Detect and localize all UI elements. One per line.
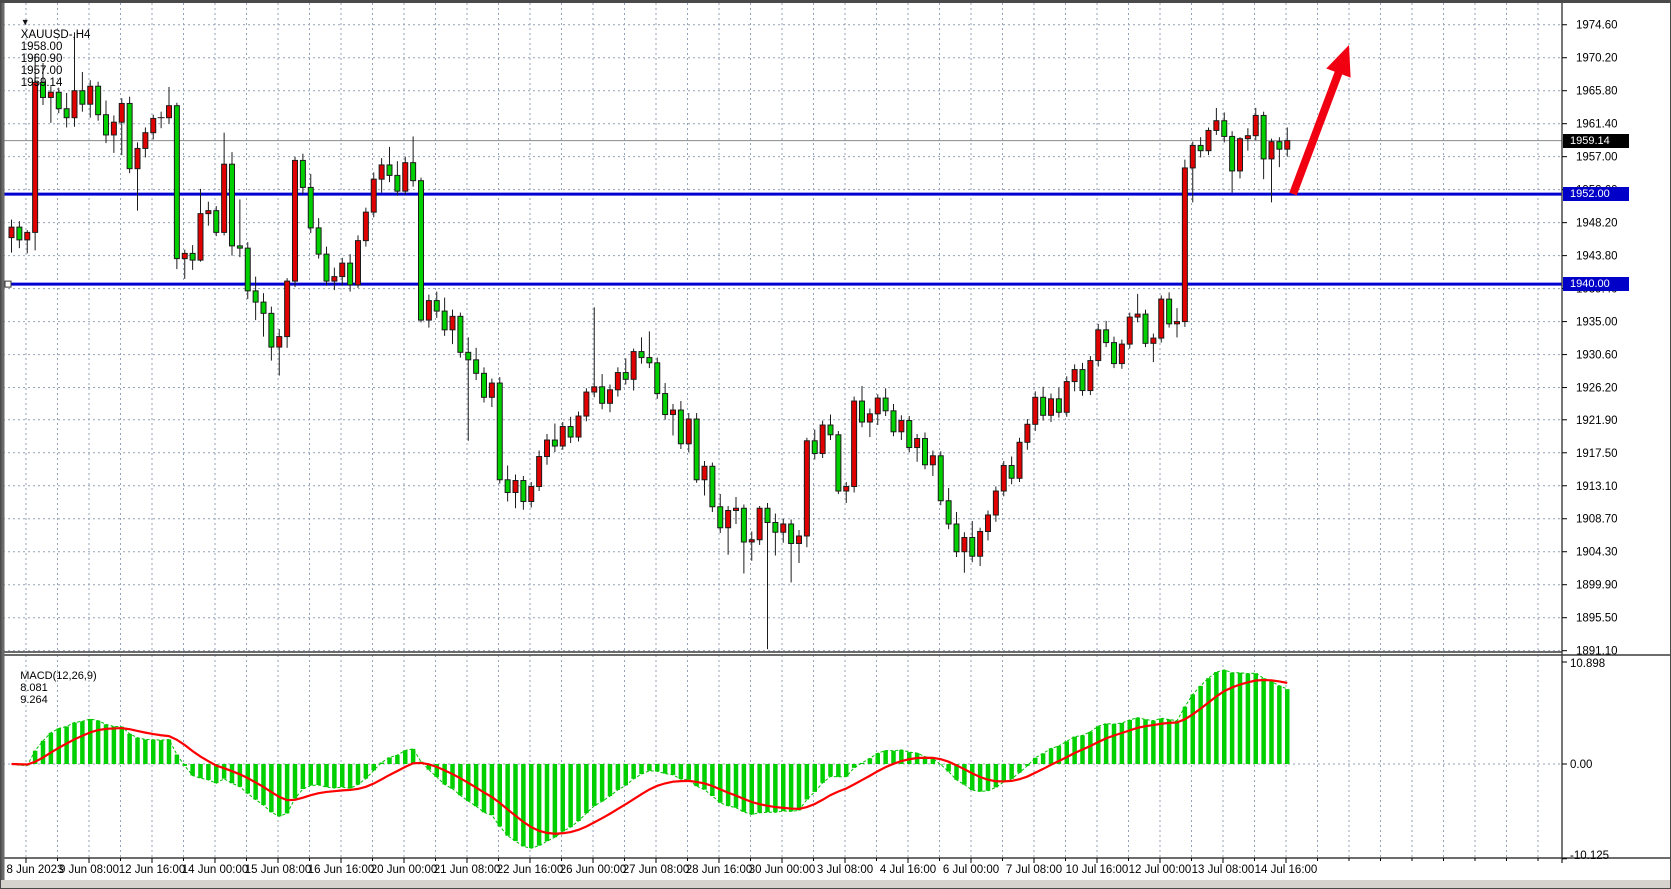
price-axis-label: 1921.90	[1576, 415, 1618, 427]
time-axis-label: 28 Jun 16:00	[686, 864, 753, 876]
price-axis-label: 1899.90	[1576, 580, 1618, 592]
time-axis-label: 13 Jul 08:00	[1192, 864, 1255, 876]
time-axis-label: 12 Jun 16:00	[119, 864, 186, 876]
price-axis-label: 1895.50	[1576, 613, 1618, 625]
level-line-handle[interactable]	[4, 280, 12, 288]
grid-layer	[3, 3, 1562, 858]
price-axis-label: 1913.10	[1576, 481, 1618, 493]
time-axis-label: 14 Jun 00:00	[182, 864, 249, 876]
price-axis-label: 1926.20	[1576, 383, 1618, 395]
price-axis-label: 1974.60	[1576, 20, 1618, 32]
price-axis-label: 1891.10	[1576, 646, 1618, 658]
ohlc-high: 1960.90	[20, 53, 63, 65]
price-axis-label: 1965.80	[1576, 86, 1618, 98]
ohlc-open: 1958.00	[20, 41, 63, 53]
ohlc-close: 1959.14	[20, 77, 63, 89]
time-axis-label: 21 Jun 08:00	[434, 864, 501, 876]
current-price-badge: 1959.14	[1563, 134, 1629, 148]
macd-axis-label: 0.00	[1570, 759, 1592, 771]
macd-axis: 10.898 0.00 -10.125	[1562, 658, 1609, 862]
macd-signal-line	[11, 678, 1288, 835]
time-axis-label: 30 Jun 00:00	[749, 864, 816, 876]
time-axis-label: 6 Jul 00:00	[943, 864, 999, 876]
ohlc-low: 1957.00	[20, 65, 63, 77]
macd-signal-value: 9.264	[20, 694, 48, 706]
macd-value: 8.081	[20, 682, 48, 694]
support-resistance-lines	[3, 192, 1562, 288]
time-axis-label: 16 Jun 16:00	[308, 864, 375, 876]
window-bottom-edge	[1, 880, 1670, 888]
macd-layer	[11, 669, 1290, 849]
price-axis-label: 1948.20	[1576, 218, 1618, 230]
symbol-period-label: XAUUSD-,H4	[20, 29, 91, 41]
price-axis-label: 1943.80	[1576, 251, 1618, 263]
time-axis-label: 14 Jul 16:00	[1255, 864, 1318, 876]
price-axis-label: 1970.20	[1576, 53, 1618, 65]
time-axis-label: 26 Jun 00:00	[560, 864, 627, 876]
time-axis-label: 4 Jul 16:00	[880, 864, 936, 876]
time-axis-label: 10 Jul 16:00	[1066, 864, 1129, 876]
macd-indicator-name: MACD(12,26,9)	[20, 670, 97, 682]
price-axis-label: 1961.40	[1576, 119, 1618, 131]
symbol-dropdown-icon[interactable]: ▼	[20, 17, 30, 27]
macd-axis-label: 10.898	[1570, 658, 1605, 670]
time-axis-label: 15 Jun 08:00	[245, 864, 312, 876]
price-axis-label: 1935.00	[1576, 317, 1618, 329]
price-axis-label: 1957.00	[1576, 152, 1618, 164]
time-axis-label: 12 Jul 00:00	[1129, 864, 1192, 876]
arrow-annotation	[1289, 45, 1351, 196]
price-axis-label: 1917.50	[1576, 448, 1618, 460]
time-axis-label: 22 Jun 16:00	[497, 864, 564, 876]
macd-axis-label: -10.125	[1570, 850, 1609, 862]
level-badge-1952[interactable]: 1952.00	[1563, 187, 1629, 201]
time-axis-label: 8 Jun 2023	[7, 864, 64, 876]
time-axis-label: 20 Jun 00:00	[371, 864, 438, 876]
level-badge-1940[interactable]: 1940.00	[1563, 277, 1629, 291]
price-axis-label: 1908.70	[1576, 514, 1618, 526]
price-axis-label: 1904.30	[1576, 547, 1618, 559]
time-axis-label: 27 Jun 08:00	[623, 864, 690, 876]
candles-layer	[8, 32, 1291, 650]
macd-indicator-header: MACD(12,26,9) 8.081 9.264	[8, 658, 102, 718]
time-axis-label: 9 Jun 08:00	[59, 864, 119, 876]
price-axis-label: 1930.60	[1576, 350, 1618, 362]
chart-header: ▼ XAUUSD-,H4 1958.00 1960.90 1957.00 195…	[8, 5, 94, 101]
time-axis-label: 7 Jul 08:00	[1006, 864, 1062, 876]
time-axis-label: 3 Jul 08:00	[817, 864, 873, 876]
